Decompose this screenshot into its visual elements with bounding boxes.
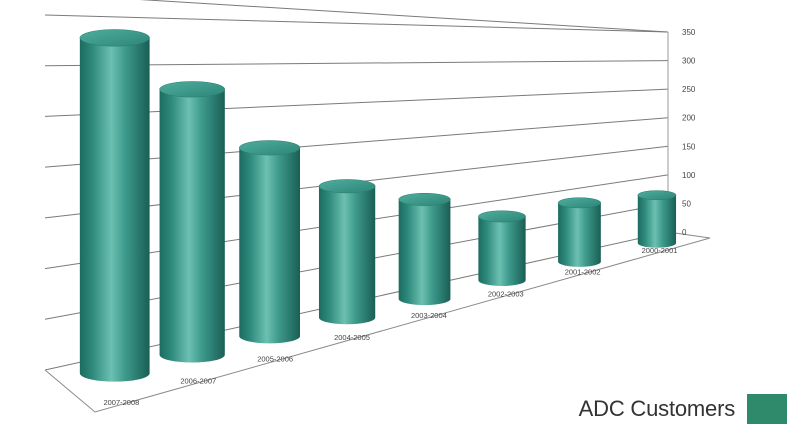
y-tick-label: 350 (682, 28, 696, 37)
bar-top (557, 197, 602, 209)
x-tick-label: 2007-2008 (103, 398, 139, 407)
y-tick-label: 150 (682, 142, 696, 151)
bar (318, 179, 376, 325)
bar-body (79, 37, 150, 382)
bar-top (239, 140, 301, 156)
bar-body (239, 147, 301, 344)
y-tick-label: 200 (682, 114, 696, 123)
bar (637, 190, 677, 248)
bar-top (318, 179, 376, 194)
y-tick-label: 0 (682, 228, 687, 237)
bar (79, 29, 150, 382)
bar-body (637, 195, 677, 248)
x-tick-label: 2003-2004 (411, 311, 447, 320)
bar-top (159, 81, 226, 98)
bar-top (478, 210, 526, 223)
bar-body (478, 216, 526, 286)
bar (239, 140, 301, 344)
x-tick-label: 2004-2005 (334, 333, 370, 342)
y-tick-label: 300 (682, 57, 696, 66)
y-tick-label: 50 (682, 199, 691, 208)
gridline (44, 14, 669, 33)
legend-swatch (747, 394, 787, 424)
bar (478, 210, 526, 286)
legend-label: ADC Customers (578, 396, 736, 421)
bar-top (79, 29, 150, 47)
y-tick-labels: 0 50 100 150 200 250 300 350 (682, 28, 696, 237)
x-tick-label: 2005-2006 (257, 355, 293, 364)
x-tick-labels: 2000-2001 2001-2002 2002-2003 2003-2004 2004… (103, 246, 677, 407)
x-tick-label: 2006-2007 (180, 376, 216, 385)
chart-floor (44, 231, 711, 413)
bar-body (558, 202, 601, 267)
gridline (139, 0, 669, 33)
bar (557, 197, 602, 267)
y-tick-label: 250 (682, 85, 696, 94)
x-tick-label: 2001-2002 (565, 268, 601, 277)
bar-body (318, 186, 376, 325)
bar-top (398, 192, 451, 206)
bar-body (159, 89, 225, 363)
bar-body (398, 199, 451, 306)
bar-top (637, 190, 677, 201)
bar (159, 81, 226, 363)
x-tick-label: 2000-2001 (642, 246, 678, 255)
y-tick-label: 100 (682, 171, 696, 180)
legend: ADC Customers (579, 394, 787, 424)
x-tick-label: 2002-2003 (488, 289, 524, 298)
bars (79, 29, 677, 382)
bar (398, 192, 451, 306)
